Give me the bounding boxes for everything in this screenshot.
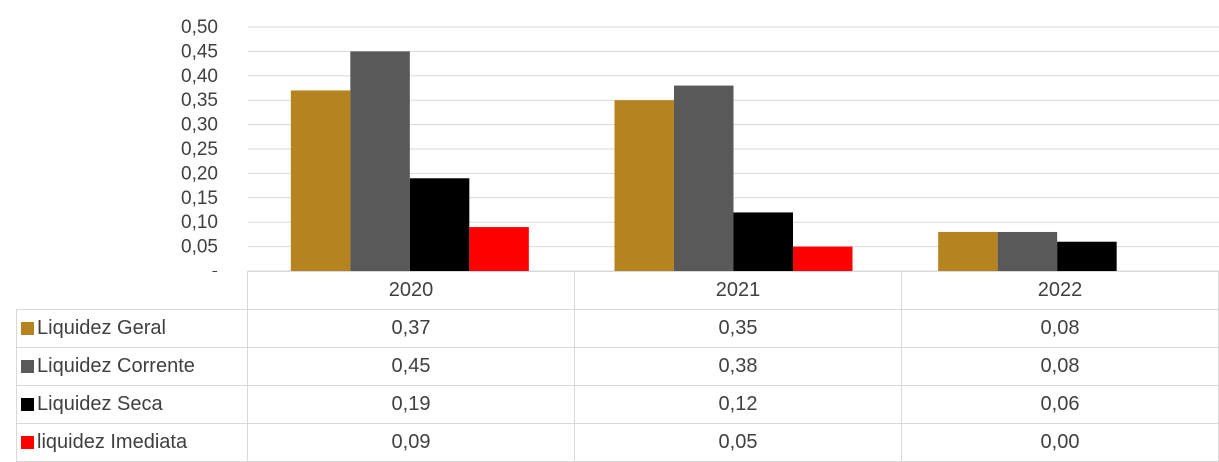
y-tick-label: 0,50 xyxy=(181,17,218,38)
data-cell: 0,45 xyxy=(247,347,575,386)
legend-cell: Liquidez Corrente xyxy=(16,347,248,386)
series-name: Liquidez Seca xyxy=(37,393,163,415)
table-row: Liquidez Geral 0,37 0,35 0,08 xyxy=(16,309,1219,348)
category-2020-header: 2020 xyxy=(247,271,575,310)
legend-cell: Liquidez Geral xyxy=(16,309,248,348)
y-tick-label: 0,40 xyxy=(181,66,218,87)
bar-liquidez-geral-2020 xyxy=(290,90,351,271)
bar-liquidez-seca-2021 xyxy=(733,212,793,271)
bar-liquidez-imediata-2020 xyxy=(469,227,529,271)
category-2022-header: 2022 xyxy=(901,271,1219,310)
bar-liquidez-geral-2022 xyxy=(938,231,998,271)
bar-liquidez-seca-2020 xyxy=(409,178,470,271)
data-cell: 0,08 xyxy=(901,347,1219,386)
legend-cell: liquidez Imediata xyxy=(16,423,248,462)
y-tick-label: 0,30 xyxy=(181,115,218,136)
data-cell: 0,12 xyxy=(574,385,902,424)
category-2021-header: 2021 xyxy=(574,271,902,310)
bar-liquidez-corrente-2020 xyxy=(350,51,410,272)
data-cell: 0,06 xyxy=(901,385,1219,424)
data-cell: 0,05 xyxy=(574,423,902,462)
bar-liquidez-geral-2021 xyxy=(614,100,674,271)
table-row: Liquidez Seca 0,19 0,12 0,06 xyxy=(16,385,1219,424)
y-tick-label: 0,25 xyxy=(181,139,218,160)
legend-key-liquidez-imediata xyxy=(21,436,34,449)
y-tick-label: 0,05 xyxy=(181,237,218,258)
bar-liquidez-seca-2022 xyxy=(1057,241,1117,271)
legend-key-liquidez-seca xyxy=(21,398,34,411)
legend-key-liquidez-geral xyxy=(21,322,34,335)
y-tick-label: - xyxy=(212,261,218,272)
table-row: liquidez Imediata 0,09 0,05 0,00 xyxy=(16,423,1219,462)
bar-liquidez-corrente-2022 xyxy=(997,231,1058,271)
series-name: Liquidez Geral xyxy=(37,317,166,339)
table-row: Liquidez Corrente 0,45 0,38 0,08 xyxy=(16,347,1219,386)
y-tick-label: 0,45 xyxy=(181,41,218,62)
series-name: liquidez Imediata xyxy=(37,431,188,453)
y-tick-label: 0,35 xyxy=(181,90,218,111)
data-cell: 0,00 xyxy=(901,423,1219,462)
bar-chart: 0,50 0,45 0,40 0,35 0,30 0,25 0,20 0,15 0,10 0,05… xyxy=(181,17,1219,272)
data-cell: 0,35 xyxy=(574,309,902,348)
table-corner xyxy=(16,271,248,310)
bar-liquidez-corrente-2021 xyxy=(674,85,734,271)
data-cell: 0,19 xyxy=(247,385,575,424)
data-cell: 0,08 xyxy=(901,309,1219,348)
legend-key-liquidez-corrente xyxy=(21,360,34,373)
data-cell: 0,38 xyxy=(574,347,902,386)
legend-cell: Liquidez Seca xyxy=(16,385,248,424)
data-cell: 0,37 xyxy=(247,309,575,348)
y-tick-label: 0,10 xyxy=(181,212,218,233)
y-tick-label: 0,15 xyxy=(181,188,218,209)
bar-liquidez-imediata-2021 xyxy=(793,246,853,271)
series-name: Liquidez Corrente xyxy=(37,355,195,377)
header-row: 2020 2021 2022 xyxy=(16,271,1219,310)
y-tick-label: 0,20 xyxy=(181,163,218,184)
data-cell: 0,09 xyxy=(247,423,575,462)
data-table: 2020 2021 2022 Liquidez Geral 0,37 0,35 … xyxy=(16,271,1219,462)
